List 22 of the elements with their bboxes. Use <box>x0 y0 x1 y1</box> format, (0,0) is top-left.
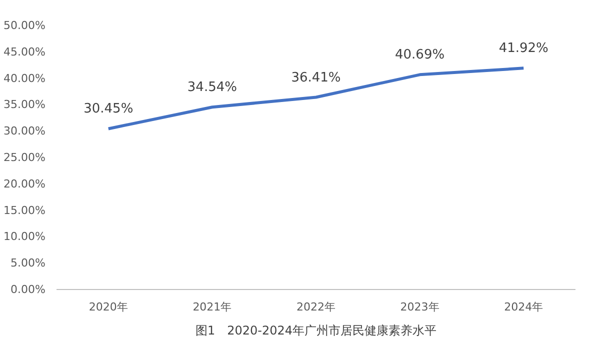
y-tick-label: 25.00% <box>4 151 46 164</box>
data-label: 36.41% <box>291 70 341 86</box>
x-tick-label: 2022年 <box>296 300 336 314</box>
x-tick-label: 2020年 <box>88 300 128 314</box>
text: 图1 2020-2024年广州市居民健康素养水平 <box>195 324 437 338</box>
y-tick-label: 35.00% <box>4 98 46 112</box>
data-label: 40.69% <box>395 48 445 63</box>
x-tick-label: 2024年 <box>504 300 544 314</box>
y-tick-label: 50.00% <box>4 19 46 32</box>
y-tick-label: 15.00% <box>4 204 46 217</box>
y-tick-label: 40.00% <box>4 72 46 85</box>
data-label: 30.45% <box>84 102 134 117</box>
y-tick-label: 30.00% <box>4 124 46 138</box>
y-tick-label: 5.00% <box>10 256 46 270</box>
y-tick-label: 20.00% <box>4 177 46 190</box>
y-tick-label: 0.00% <box>10 283 46 296</box>
y-tick-label: 45.00% <box>4 45 46 58</box>
data-label: 34.54% <box>187 80 237 96</box>
x-tick-label: 2021年 <box>192 300 232 314</box>
data-label: 41.92% <box>498 41 548 56</box>
y-tick-label: 10.00% <box>4 230 46 244</box>
x-tick-label: 2023年 <box>400 300 440 314</box>
